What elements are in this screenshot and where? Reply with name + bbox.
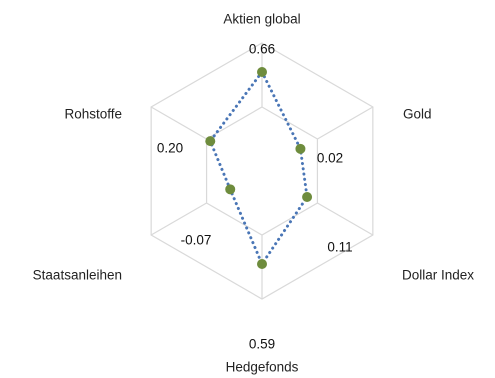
data-label-3: 0.11 [327,240,352,255]
category-label-3: Dollar Index [402,268,474,283]
series-line [208,69,309,268]
category-label-1: Aktien global [223,12,300,27]
grid-ring-1 [205,106,319,236]
data-label-5: -0.07 [181,233,212,248]
data-point-5 [225,184,236,195]
grid-spoke-6 [150,106,207,140]
radar-series: 0.66 0.02 0.11 0.59 -0.07 0.20 [157,42,353,352]
radar-labels: Aktien global Gold Dollar Index Hedgefonds S… [33,12,475,375]
data-point-6 [205,136,216,147]
data-label-1: 0.66 [249,42,275,57]
grid-spoke-2 [317,106,374,140]
grid-spoke-5 [150,202,207,236]
data-point-3 [302,192,313,203]
category-label-4: Hedgefonds [226,360,299,375]
grid-spoke-3 [317,202,374,236]
category-label-5: Staatsanleihen [33,268,122,283]
data-label-4: 0.59 [249,337,275,352]
category-label-6: Rohstoffe [64,107,122,122]
data-label-6: 0.20 [157,141,183,156]
data-point-1 [257,67,267,78]
data-point-4 [257,259,267,270]
data-point-2 [295,143,306,154]
category-label-2: Gold [403,107,432,122]
data-label-2: 0.02 [317,151,343,166]
